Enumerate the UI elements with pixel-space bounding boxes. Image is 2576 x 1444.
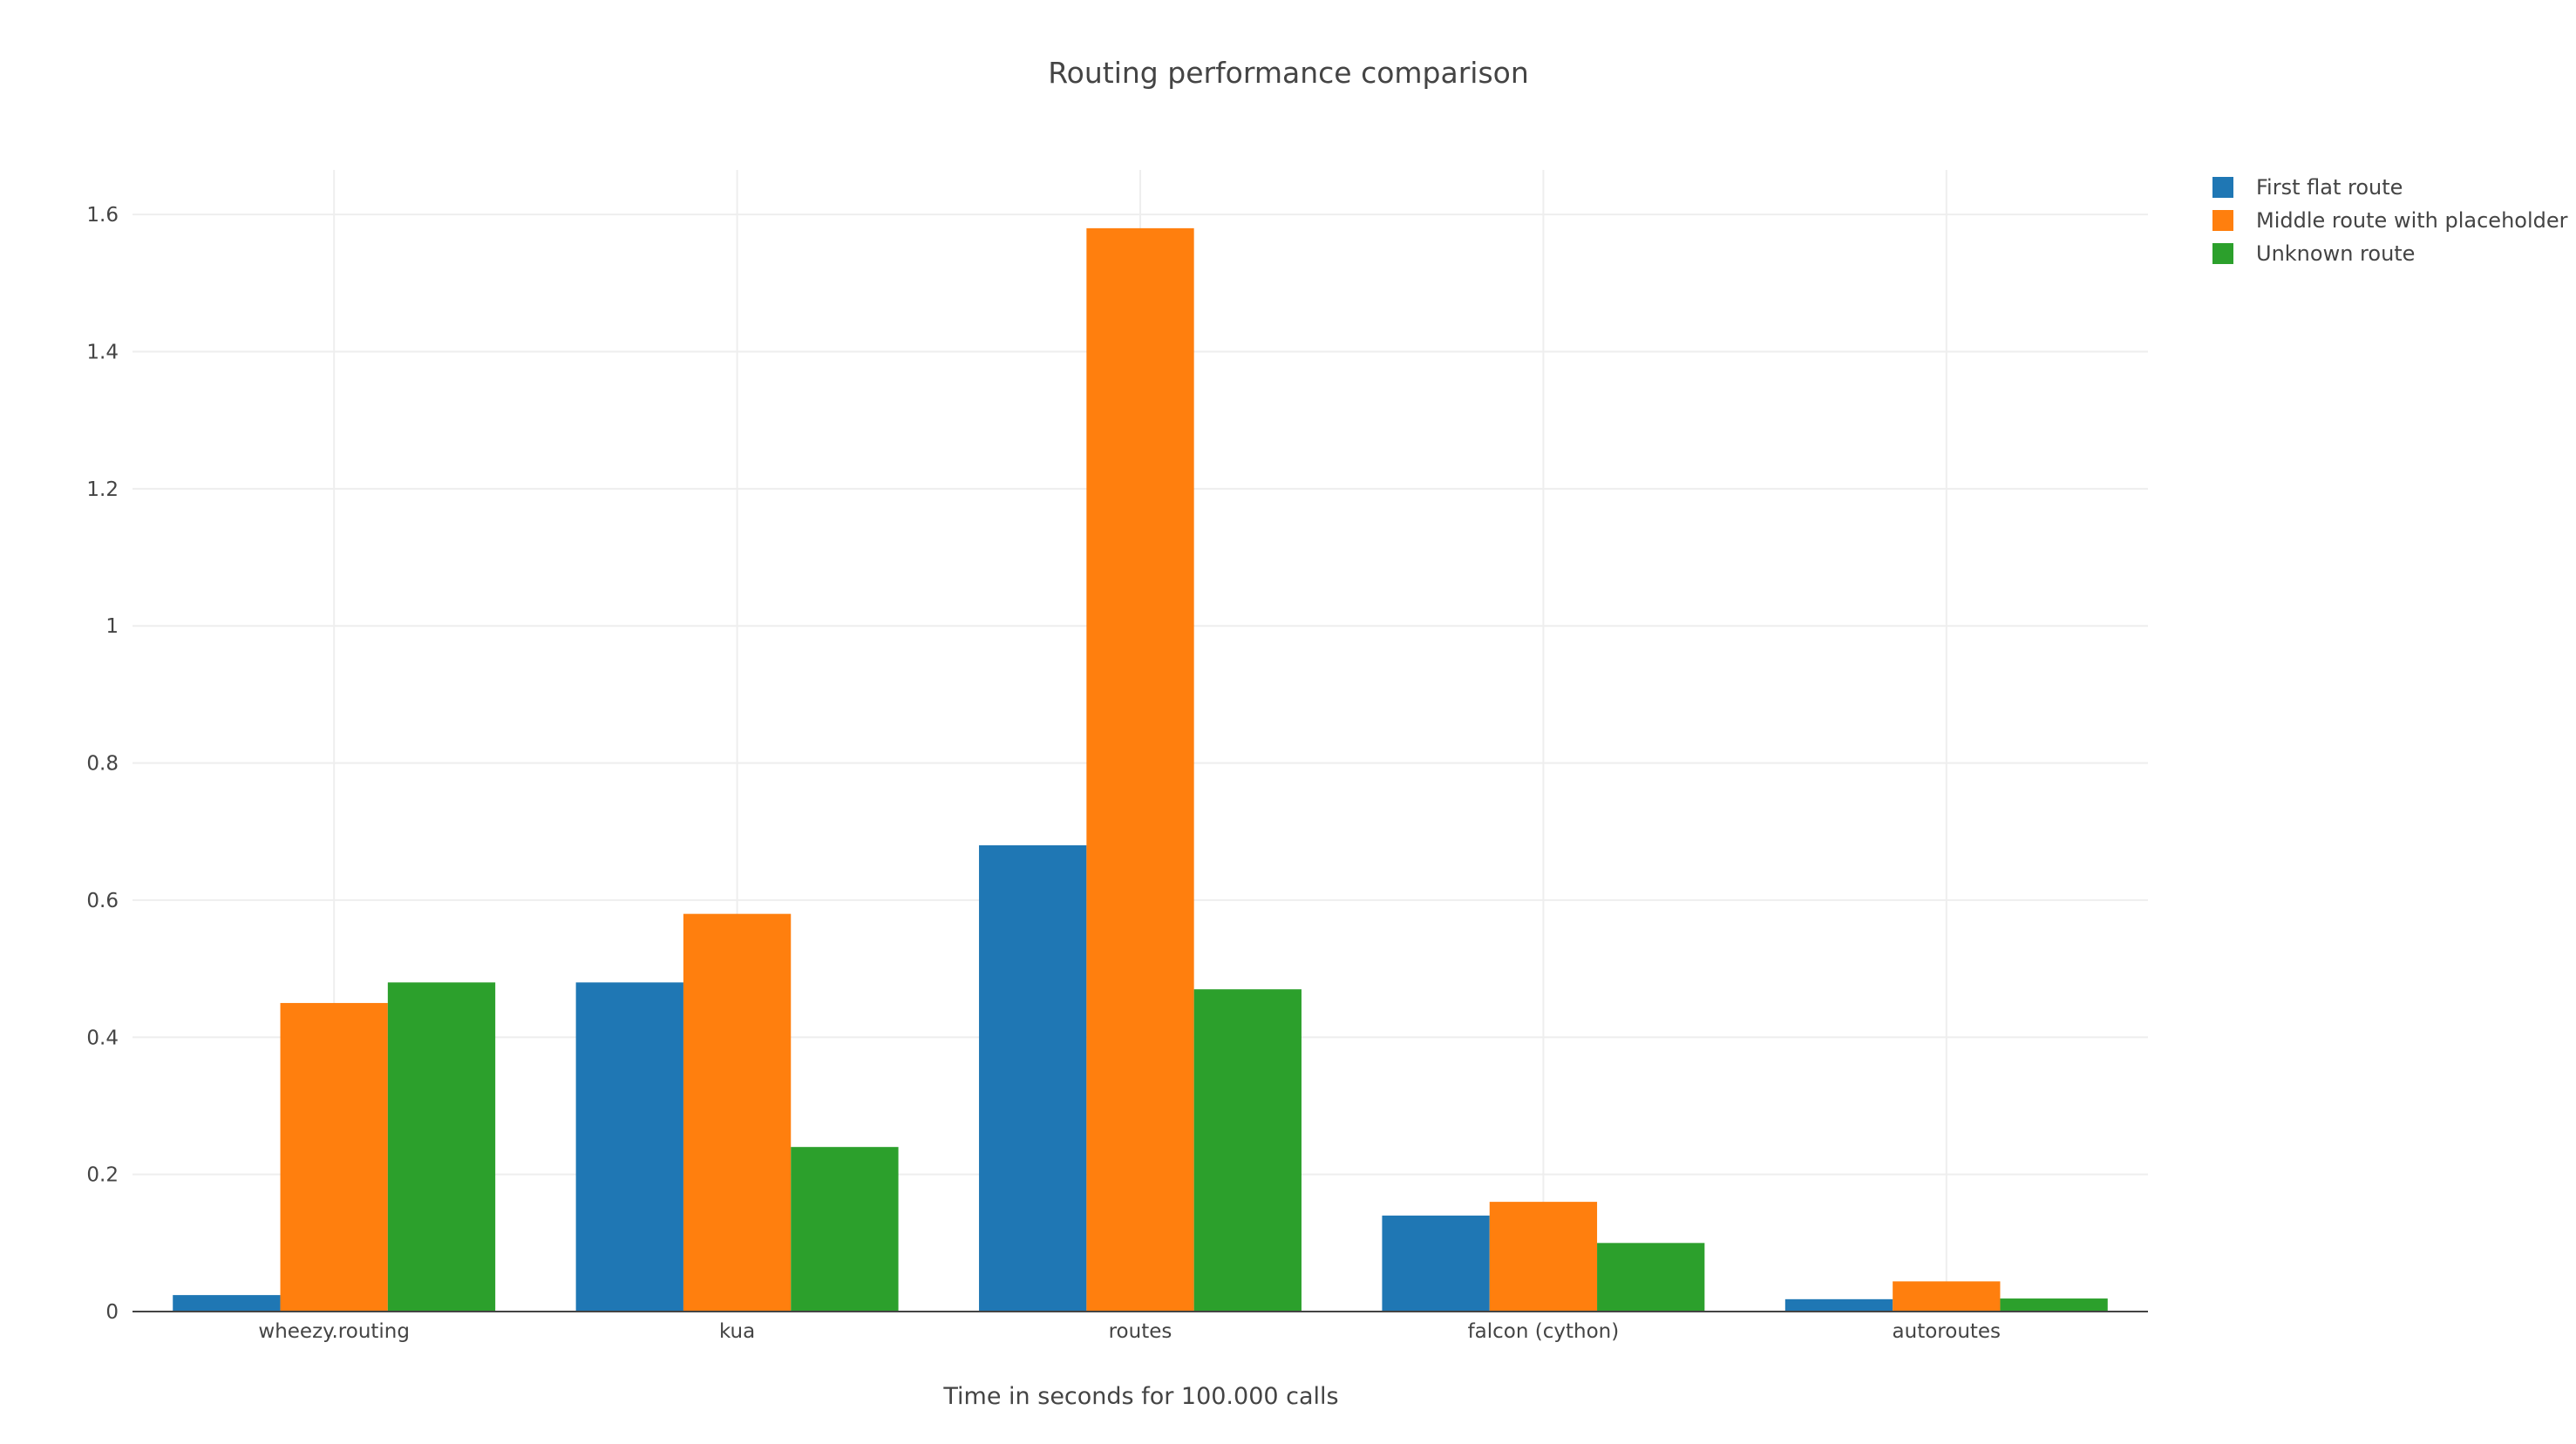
- tick-labels: 0 0.2 0.4 0.6 0.8 1 1.2 1.4 1.6 wheezy.routing kua…: [86, 204, 2001, 1343]
- legend-label[interactable]: First flat route: [2256, 175, 2403, 200]
- x-tick-label: wheezy.routing: [258, 1320, 410, 1343]
- legend: First flat route Middle route with placeh…: [2212, 175, 2568, 266]
- bar[interactable]: [1382, 1215, 1490, 1312]
- bar[interactable]: [979, 844, 1087, 1312]
- x-tick-label: routes: [1109, 1320, 1172, 1343]
- y-tick-label: 1.4: [86, 341, 119, 363]
- bar[interactable]: [1193, 989, 1302, 1312]
- bar[interactable]: [791, 1147, 899, 1312]
- bar[interactable]: [1893, 1281, 2001, 1312]
- legend-label[interactable]: Unknown route: [2256, 241, 2415, 266]
- legend-swatch[interactable]: [2212, 243, 2233, 264]
- bar[interactable]: [280, 1002, 388, 1312]
- y-tick-label: 0.2: [86, 1164, 119, 1187]
- bar[interactable]: [387, 982, 496, 1312]
- y-tick-label: 0.8: [86, 753, 119, 776]
- y-tick-label: 0.4: [86, 1027, 119, 1049]
- legend-swatch[interactable]: [2212, 177, 2233, 198]
- bar[interactable]: [683, 913, 792, 1312]
- legend-label[interactable]: Middle route with placeholder: [2256, 208, 2568, 233]
- bar[interactable]: [1784, 1298, 1893, 1312]
- legend-swatch[interactable]: [2212, 210, 2233, 231]
- chart-title: Routing performance comparison: [1048, 56, 1529, 90]
- bar[interactable]: [1597, 1243, 1705, 1312]
- y-tick-label: 1.2: [86, 478, 119, 501]
- bars: [173, 227, 2108, 1312]
- bar[interactable]: [575, 982, 683, 1312]
- bar[interactable]: [2000, 1298, 2108, 1312]
- x-tick-label: kua: [719, 1320, 755, 1343]
- y-tick-label: 1: [105, 615, 119, 638]
- y-tick-label: 1.6: [86, 204, 119, 227]
- bar[interactable]: [1489, 1202, 1598, 1312]
- x-tick-label: autoroutes: [1893, 1320, 2002, 1343]
- bar[interactable]: [173, 1295, 281, 1312]
- x-tick-label: falcon (cython): [1468, 1320, 1620, 1343]
- bar[interactable]: [1086, 227, 1194, 1312]
- y-tick-label: 0: [105, 1301, 119, 1324]
- y-tick-label: 0.6: [86, 890, 119, 912]
- x-axis-title: Time in seconds for 100.000 calls: [942, 1383, 1338, 1410]
